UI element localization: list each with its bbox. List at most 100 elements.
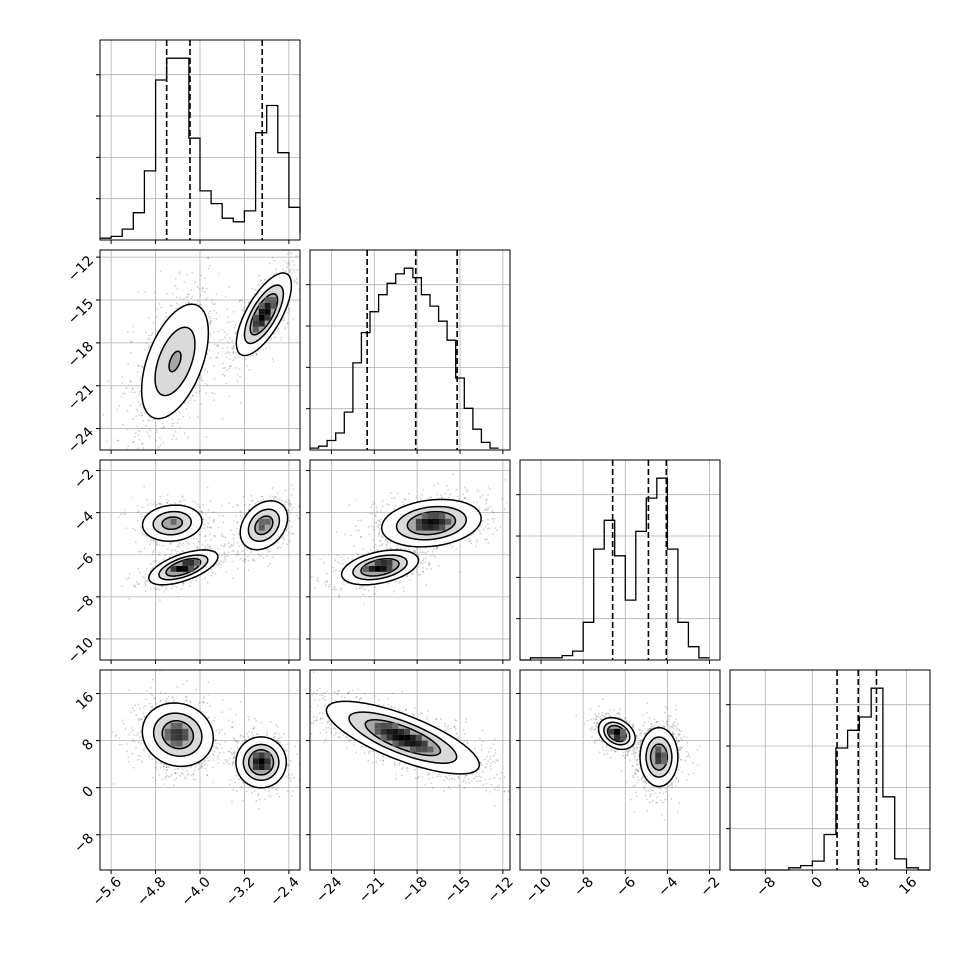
scatter-point <box>426 568 428 570</box>
scatter-point <box>223 545 226 547</box>
scatter-point <box>208 533 211 536</box>
scatter-point <box>278 498 281 500</box>
scatter-point <box>168 542 171 545</box>
scatter-point <box>464 496 466 499</box>
scatter-point <box>156 560 158 563</box>
scatter-point <box>243 504 246 506</box>
scatter-point <box>179 500 182 503</box>
scatter-point <box>286 312 289 314</box>
scatter-point <box>222 362 224 365</box>
scatter-point <box>151 694 154 697</box>
scatter-point <box>244 559 247 561</box>
scatter-point <box>476 541 479 544</box>
scatter-point <box>210 574 213 577</box>
scatter-point <box>222 373 224 376</box>
scatter-point <box>255 353 258 355</box>
scatter-point <box>444 492 447 495</box>
scatter-point <box>289 520 291 523</box>
scatter-point <box>147 338 150 341</box>
scatter-point <box>222 515 224 518</box>
scatter-point <box>223 551 226 554</box>
scatter-point <box>286 253 289 255</box>
scatter-point <box>303 525 305 527</box>
scatter-point <box>113 451 115 453</box>
scatter-point <box>149 687 152 689</box>
scatter-point <box>177 544 180 547</box>
scatter-point <box>335 531 338 533</box>
scatter-point <box>478 506 481 509</box>
scatter-point <box>292 790 294 792</box>
scatter-point <box>213 343 216 345</box>
scatter-point <box>252 354 255 357</box>
scatter-point <box>145 689 148 692</box>
scatter-point <box>252 558 255 560</box>
scatter-point <box>236 521 239 524</box>
scatter-point <box>137 519 140 522</box>
scatter-point <box>290 525 293 528</box>
histogram-panel-0 <box>96 39 301 244</box>
scatter-point <box>215 317 218 320</box>
scatter-point <box>235 515 238 517</box>
scatter-point <box>121 462 123 464</box>
contour-line-1 <box>247 508 281 543</box>
scatter-point <box>155 329 157 332</box>
scatter-point <box>422 571 425 573</box>
scatter-point <box>436 548 438 550</box>
scatter-point <box>215 344 218 347</box>
scatter-point <box>137 568 140 570</box>
scatter-point <box>250 495 253 497</box>
scatter-point <box>272 498 275 501</box>
scatter-point <box>282 542 284 545</box>
scatter-point <box>288 503 291 506</box>
scatter-point <box>432 554 435 556</box>
scatter-point <box>427 563 430 566</box>
density-cell <box>427 518 434 525</box>
scatter-point <box>378 528 381 531</box>
scatter-point <box>224 295 227 298</box>
scatter-point <box>238 545 240 547</box>
scatter-point <box>285 270 287 273</box>
scatter-point <box>141 427 143 429</box>
scatter-point <box>143 412 146 415</box>
scatter-point <box>208 525 211 528</box>
density-cell <box>258 302 265 309</box>
scatter-point <box>209 357 212 359</box>
scatter-point <box>132 440 135 443</box>
scatter-point <box>228 367 231 370</box>
scatter-point <box>271 237 273 239</box>
scatter-point <box>214 573 217 575</box>
scatter-point <box>284 327 287 329</box>
scatter-point <box>136 505 139 507</box>
scatter-point <box>192 394 194 397</box>
scatter-point <box>133 453 135 455</box>
scatter-point <box>161 427 164 430</box>
scatter-point <box>174 549 177 552</box>
density-cell <box>264 297 271 303</box>
scatter-point <box>237 504 240 507</box>
scatter-point <box>372 528 375 531</box>
scatter-point <box>232 352 235 355</box>
scatter-point <box>174 502 176 504</box>
scatter-point <box>476 539 478 542</box>
scatter-point <box>182 298 185 300</box>
contour-line-0 <box>140 303 210 420</box>
scatter-point <box>272 556 274 558</box>
scatter-point <box>160 306 163 309</box>
density-cell <box>258 524 265 531</box>
scatter-point <box>428 564 431 567</box>
scatter-point <box>164 692 167 695</box>
scatter-point <box>292 488 295 491</box>
scatter-point <box>165 586 168 589</box>
scatter-point <box>242 799 244 802</box>
scatter-point <box>286 743 289 746</box>
scatter-point <box>393 497 396 500</box>
scatter-point <box>238 300 241 302</box>
scatter-point <box>164 554 167 557</box>
scatter-point <box>228 783 231 786</box>
scatter-point <box>336 554 339 556</box>
scatter-point <box>181 767 184 770</box>
scatter-point <box>213 310 215 312</box>
scatter-point <box>260 495 263 498</box>
scatter-point <box>208 517 211 519</box>
scatter-point <box>135 581 138 583</box>
